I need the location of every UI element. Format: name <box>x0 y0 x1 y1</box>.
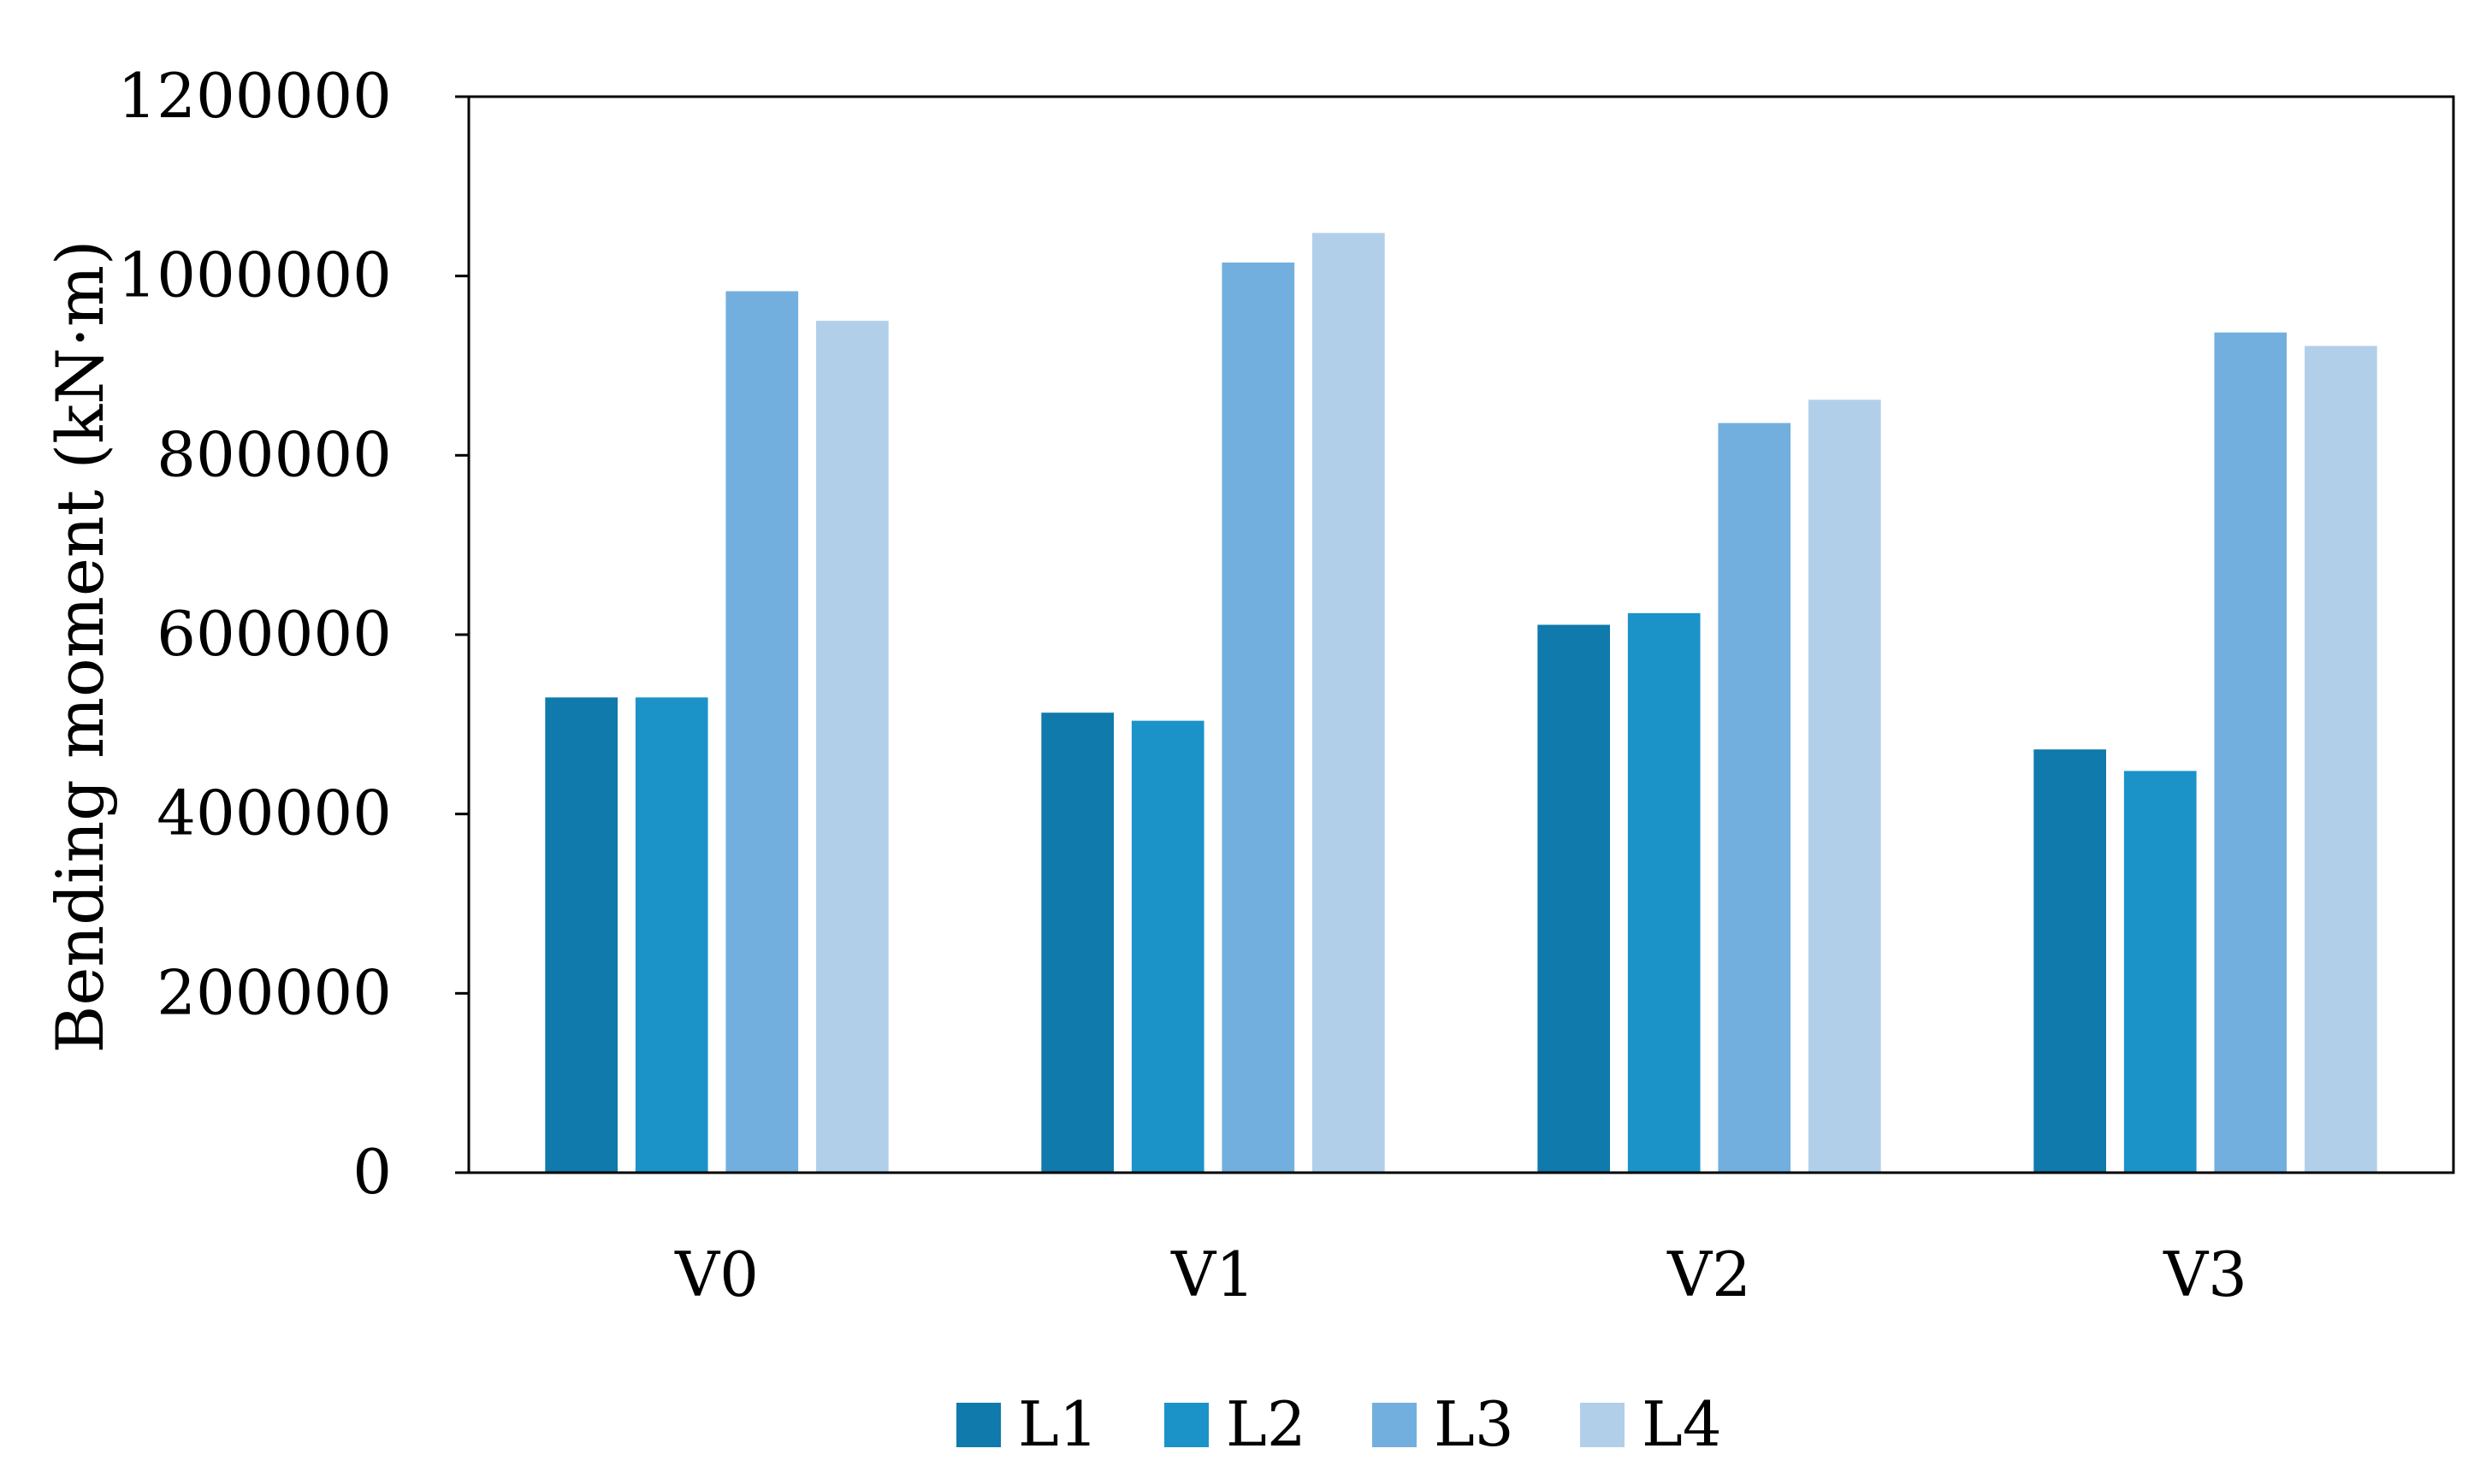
legend-swatch-l1 <box>956 1403 1001 1447</box>
legend-label: L1 <box>1018 1388 1098 1460</box>
bar-v2-l1 <box>1537 624 1610 1173</box>
bar-v1-l1 <box>1041 712 1114 1173</box>
y-tick-label: 800000 <box>157 418 392 490</box>
x-axis: V0 V1 V2 V3 <box>674 1239 2247 1310</box>
bar-v2-l3 <box>1718 423 1791 1173</box>
bar-v3-l2 <box>2123 771 2197 1173</box>
bar-v2-l4 <box>1808 399 1881 1173</box>
y-tick-label: 1000000 <box>117 239 392 311</box>
legend-swatch-l2 <box>1164 1403 1209 1447</box>
legend-label: L4 <box>1642 1388 1722 1460</box>
bar-v3-l3 <box>2214 332 2287 1173</box>
y-tick-label: 400000 <box>157 777 392 849</box>
legend-label: L3 <box>1434 1388 1514 1460</box>
y-tick-label: 200000 <box>157 956 392 1028</box>
y-tick-label: 600000 <box>157 598 392 670</box>
x-category-label: V1 <box>1170 1239 1255 1310</box>
y-tick-label: 1200000 <box>117 60 392 132</box>
bar-v1-l4 <box>1312 233 1385 1173</box>
bar-v1-l3 <box>1222 262 1295 1174</box>
bar-v0-l2 <box>635 697 708 1173</box>
bar-v0-l1 <box>545 697 618 1173</box>
y-tick-label: 0 <box>352 1136 392 1208</box>
x-category-label: V2 <box>1666 1239 1751 1310</box>
bar-v3-l4 <box>2305 346 2377 1174</box>
bar-v0-l4 <box>816 321 889 1173</box>
legend-swatch-l3 <box>1372 1403 1417 1447</box>
legend-swatch-l4 <box>1580 1403 1625 1447</box>
bar-v3-l1 <box>2033 749 2106 1173</box>
y-axis-title: Bending moment (kN·m) <box>42 239 118 1053</box>
x-category-label: V3 <box>2163 1239 2247 1310</box>
bar-v1-l2 <box>1131 720 1204 1173</box>
x-category-label: V0 <box>674 1239 759 1310</box>
legend-label: L2 <box>1226 1388 1306 1460</box>
bar-v2-l2 <box>1627 612 1701 1173</box>
y-axis: 0 200000 400000 600000 800000 1000000 1200000 <box>117 60 469 1208</box>
plot-area <box>545 233 2377 1174</box>
legend: L1 L2 L3 L4 <box>956 1388 1722 1460</box>
bar-v0-l3 <box>725 291 799 1174</box>
